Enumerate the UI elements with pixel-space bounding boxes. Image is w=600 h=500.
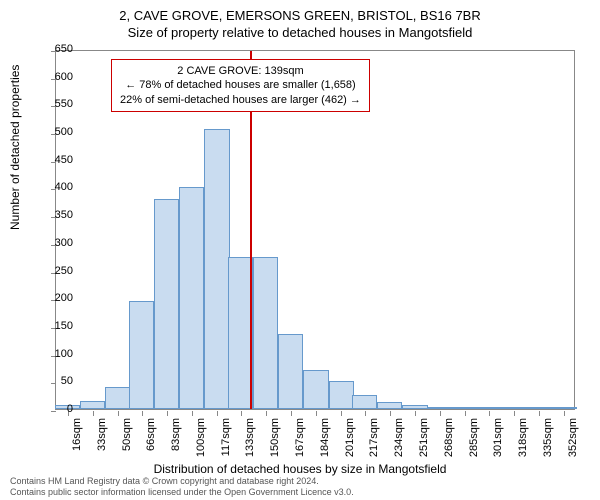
- histogram-bar: [501, 407, 526, 409]
- histogram-bar: [552, 407, 577, 409]
- histogram-bar: [402, 405, 427, 409]
- y-tick-label: 300: [33, 237, 73, 249]
- footer-line-2: Contains public sector information licen…: [10, 487, 590, 498]
- x-tick-label: 285sqm: [468, 418, 480, 458]
- y-tick-label: 600: [33, 71, 73, 83]
- x-tick-label: 16sqm: [71, 418, 83, 458]
- x-tick-label: 50sqm: [121, 418, 133, 458]
- info-line-1: 2 CAVE GROVE: 139sqm: [120, 64, 361, 78]
- histogram-bar: [179, 187, 204, 409]
- y-tick-label: 550: [33, 98, 73, 110]
- x-tick-label: 100sqm: [195, 418, 207, 458]
- y-tick-label: 500: [33, 126, 73, 138]
- histogram-bar: [377, 402, 402, 409]
- x-tick-label: 251sqm: [418, 418, 430, 458]
- x-tick-label: 217sqm: [368, 418, 380, 458]
- x-tick-label: 335sqm: [542, 418, 554, 458]
- y-axis-label: Number of detached properties: [8, 65, 22, 230]
- chart-title: 2, CAVE GROVE, EMERSONS GREEN, BRISTOL, …: [0, 0, 600, 23]
- histogram-bar: [278, 334, 303, 409]
- x-tick-label: 66sqm: [145, 418, 157, 458]
- chart-plot-area: 2 CAVE GROVE: 139sqm← 78% of detached ho…: [55, 50, 575, 410]
- histogram-bar: [154, 199, 179, 409]
- y-tick-label: 0: [33, 403, 73, 415]
- y-tick-label: 450: [33, 154, 73, 166]
- x-axis-label: Distribution of detached houses by size …: [0, 462, 600, 476]
- histogram-bar: [527, 407, 552, 409]
- histogram-bar: [129, 301, 154, 409]
- histogram-bar: [80, 401, 105, 409]
- x-tick-label: 167sqm: [294, 418, 306, 458]
- info-line-3: 22% of semi-detached houses are larger (…: [120, 93, 361, 107]
- footer-line-1: Contains HM Land Registry data © Crown c…: [10, 476, 590, 487]
- y-tick-label: 400: [33, 181, 73, 193]
- histogram-bar: [352, 395, 377, 409]
- y-tick-label: 100: [33, 348, 73, 360]
- histogram-bar: [303, 370, 328, 409]
- x-tick-label: 318sqm: [517, 418, 529, 458]
- histogram-bar: [329, 381, 354, 409]
- histogram-bar: [204, 129, 229, 409]
- histogram-bar: [105, 387, 130, 409]
- x-tick-label: 133sqm: [244, 418, 256, 458]
- x-tick-label: 301sqm: [492, 418, 504, 458]
- histogram-bar: [428, 407, 453, 409]
- histogram-bar: [253, 257, 278, 409]
- info-line-2: ← 78% of detached houses are smaller (1,…: [120, 78, 361, 92]
- x-tick-label: 184sqm: [319, 418, 331, 458]
- chart-subtitle: Size of property relative to detached ho…: [0, 23, 600, 40]
- x-tick-label: 268sqm: [443, 418, 455, 458]
- x-tick-label: 83sqm: [170, 418, 182, 458]
- y-tick-label: 50: [33, 375, 73, 387]
- y-tick-label: 350: [33, 209, 73, 221]
- x-tick-label: 150sqm: [269, 418, 281, 458]
- y-tick-label: 650: [33, 43, 73, 55]
- x-tick-label: 201sqm: [344, 418, 356, 458]
- x-tick-label: 352sqm: [567, 418, 579, 458]
- x-tick-label: 33sqm: [96, 418, 108, 458]
- x-tick-label: 234sqm: [393, 418, 405, 458]
- y-tick-label: 200: [33, 292, 73, 304]
- info-callout-box: 2 CAVE GROVE: 139sqm← 78% of detached ho…: [111, 59, 370, 112]
- x-tick-label: 117sqm: [220, 418, 232, 458]
- histogram-bar: [453, 407, 478, 409]
- y-tick-label: 150: [33, 320, 73, 332]
- histogram-bar: [476, 407, 501, 409]
- y-tick-label: 250: [33, 265, 73, 277]
- footer-attribution: Contains HM Land Registry data © Crown c…: [10, 476, 590, 498]
